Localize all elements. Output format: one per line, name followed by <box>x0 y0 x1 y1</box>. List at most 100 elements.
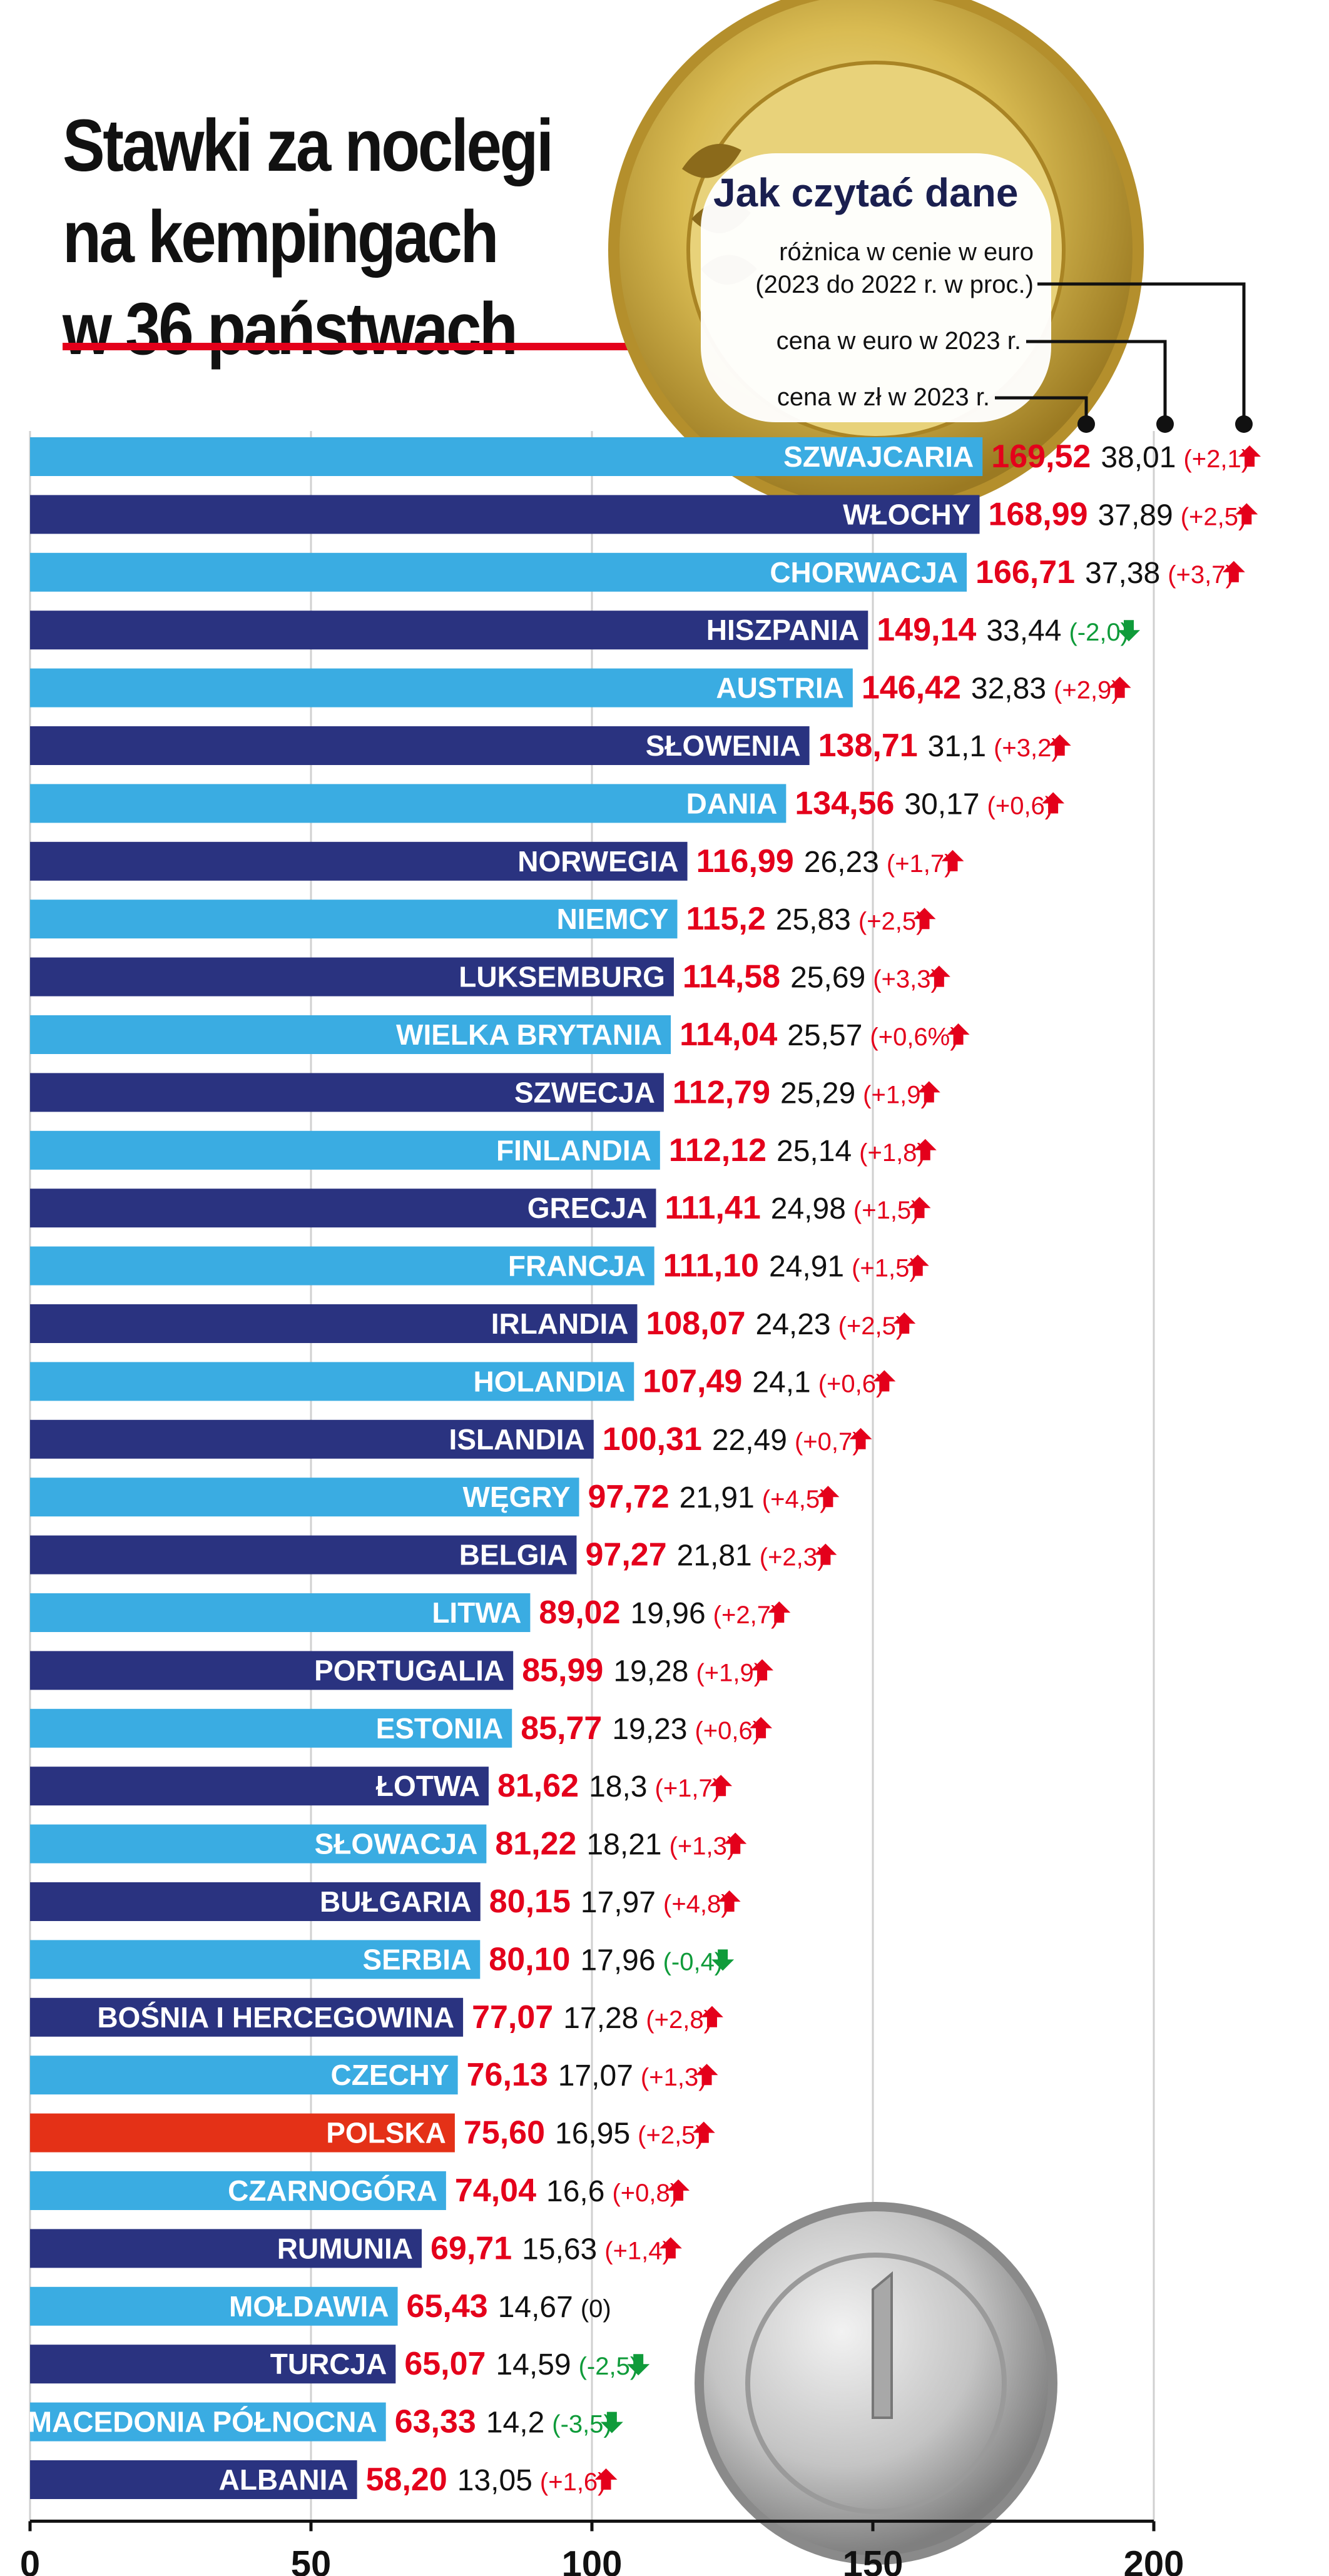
arrow-up-icon <box>941 849 964 871</box>
bar <box>30 2171 446 2210</box>
category-label: ALBANIA <box>219 2463 349 2496</box>
diff-value: (+0,7) <box>795 1428 861 1456</box>
arrow-up-icon <box>817 1486 840 1508</box>
category-label: DANIA <box>686 787 778 819</box>
category-label: ŁOTWA <box>376 1770 480 1802</box>
x-tick-label: 200 <box>1124 2543 1184 2576</box>
category-label: CZECHY <box>331 2059 449 2091</box>
value-labels: SZWAJCARIA 169,52 38,01 (+2,1) WŁOCHY 168,99 3… <box>28 439 1261 2498</box>
bar <box>30 495 980 534</box>
title-line-3: w 36 państwach <box>63 287 518 370</box>
arrow-up-icon <box>692 2121 715 2143</box>
value-label-group: 77,07 17,28 (+2,8) <box>472 1999 712 2036</box>
pln-value: 75,60 <box>464 2115 545 2151</box>
x-tick-label: 50 <box>291 2543 332 2576</box>
diff-value: (+3,3) <box>873 966 939 993</box>
value-label-group: 112,79 25,29 (+1,9) <box>673 1074 929 1110</box>
arrow-up-icon <box>1042 792 1065 814</box>
eur-value: 38,01 <box>1101 441 1176 474</box>
bar <box>30 1535 577 1575</box>
arrow-up-icon <box>750 1716 773 1738</box>
eur-value: 25,83 <box>776 903 851 936</box>
bar <box>30 2402 386 2442</box>
pln-value: 58,20 <box>366 2462 447 2498</box>
value-label-group: 116,99 26,23 (+1,7) <box>696 843 953 880</box>
value-label-group: 89,02 19,96 (+2,7) <box>539 1595 779 1631</box>
x-tick-label: 100 <box>562 2543 623 2576</box>
eur-value: 24,1 <box>752 1366 810 1399</box>
value-label-group: 81,22 18,21 (+1,3) <box>495 1826 735 1862</box>
value-label-group: 69,71 15,63 (+1,4) <box>430 2230 671 2266</box>
eur-value: 21,91 <box>680 1481 755 1514</box>
x-axis: 0 50 100 150 200 <box>20 2519 1184 2576</box>
category-label: RUMUNIA <box>277 2232 413 2264</box>
bar <box>30 1997 464 2037</box>
eur-value: 17,07 <box>558 2059 633 2092</box>
pln-value: 114,04 <box>680 1017 777 1053</box>
diff-value: (+2,5) <box>838 1312 905 1340</box>
bar <box>30 1708 512 1748</box>
arrow-up-icon <box>700 2006 723 2027</box>
category-label: CHORWACJA <box>770 556 958 589</box>
legend: Jak czytać dane różnica w cenie w euro (20… <box>713 170 1253 433</box>
pln-value: 149,14 <box>877 612 976 648</box>
eur-value: 21,81 <box>677 1539 752 1573</box>
value-label-group: 80,10 17,96 (-0,4) <box>489 1941 723 1977</box>
bar <box>30 1015 671 1054</box>
category-label: CZARNOGÓRA <box>228 2174 437 2207</box>
bar <box>30 1767 489 1806</box>
category-label: NORWEGIA <box>517 845 678 878</box>
pln-value: 112,79 <box>673 1074 770 1110</box>
eur-value: 25,57 <box>787 1019 862 1052</box>
pln-value: 85,99 <box>522 1652 603 1688</box>
value-label-group: 111,10 24,91 (+1,5) <box>663 1248 918 1284</box>
pln-value: 116,99 <box>696 843 794 880</box>
arrow-up-icon <box>710 1775 733 1797</box>
pln-value: 169,52 <box>991 439 1091 475</box>
diff-value: (+2,5) <box>638 2122 704 2149</box>
bar <box>30 2229 422 2268</box>
value-label-group: 58,20 13,05 (+1,6) <box>366 2462 606 2498</box>
diff-value: (+1,5) <box>852 1255 918 1282</box>
legend-heading: Jak czytać dane <box>713 170 1018 215</box>
legend-eur: cena w euro w 2023 r. <box>777 327 1021 355</box>
diff-value: (+4,5) <box>762 1486 828 1513</box>
diff-value: (+1,8) <box>859 1139 925 1167</box>
value-label-group: 85,99 19,28 (+1,9) <box>522 1652 762 1688</box>
legend-connector-dot <box>1077 415 1095 433</box>
bar <box>30 1824 487 1864</box>
bar <box>30 1304 638 1343</box>
eur-value: 37,38 <box>1085 557 1160 590</box>
value-label-group: 65,07 14,59 (-2,5) <box>404 2346 638 2382</box>
bar <box>30 1189 656 1228</box>
pln-value: 77,07 <box>472 1999 553 2036</box>
pln-value: 134,56 <box>795 785 894 821</box>
value-label-group: 114,04 25,57 (+0,6%) <box>680 1017 958 1053</box>
silver-coin-illustration <box>695 2202 1057 2565</box>
pln-value: 97,27 <box>585 1537 666 1573</box>
x-tick-label: 150 <box>843 2543 904 2576</box>
diff-value: (+0,6%) <box>870 1023 958 1051</box>
diff-value: (+1,3) <box>641 2064 707 2091</box>
diff-value: (+2,9) <box>1054 677 1120 704</box>
eur-value: 37,89 <box>1098 499 1173 532</box>
eur-value: 30,17 <box>904 788 979 821</box>
value-label-group: 114,58 25,69 (+3,3) <box>683 959 939 995</box>
pln-value: 76,13 <box>467 2057 548 2093</box>
category-label: PORTUGALIA <box>314 1654 504 1686</box>
bar <box>30 1130 660 1170</box>
category-label: BELGIA <box>459 1539 568 1571</box>
arrow-up-icon <box>594 2468 618 2490</box>
value-label-group: 166,71 37,38 (+3,7) <box>975 554 1234 591</box>
diff-value: (-0,4) <box>663 1948 723 1975</box>
bar <box>30 2345 396 2384</box>
eur-value: 25,14 <box>777 1135 852 1168</box>
eur-value: 14,2 <box>486 2406 544 2440</box>
arrow-up-icon <box>908 1197 931 1219</box>
diff-value: (+3,2) <box>994 734 1060 762</box>
diff-value: (+2,1) <box>1183 445 1250 473</box>
value-label-group: 111,41 24,98 (+1,5) <box>664 1190 919 1226</box>
eur-value: 17,97 <box>581 1886 656 1919</box>
category-label: AUSTRIA <box>716 672 843 704</box>
